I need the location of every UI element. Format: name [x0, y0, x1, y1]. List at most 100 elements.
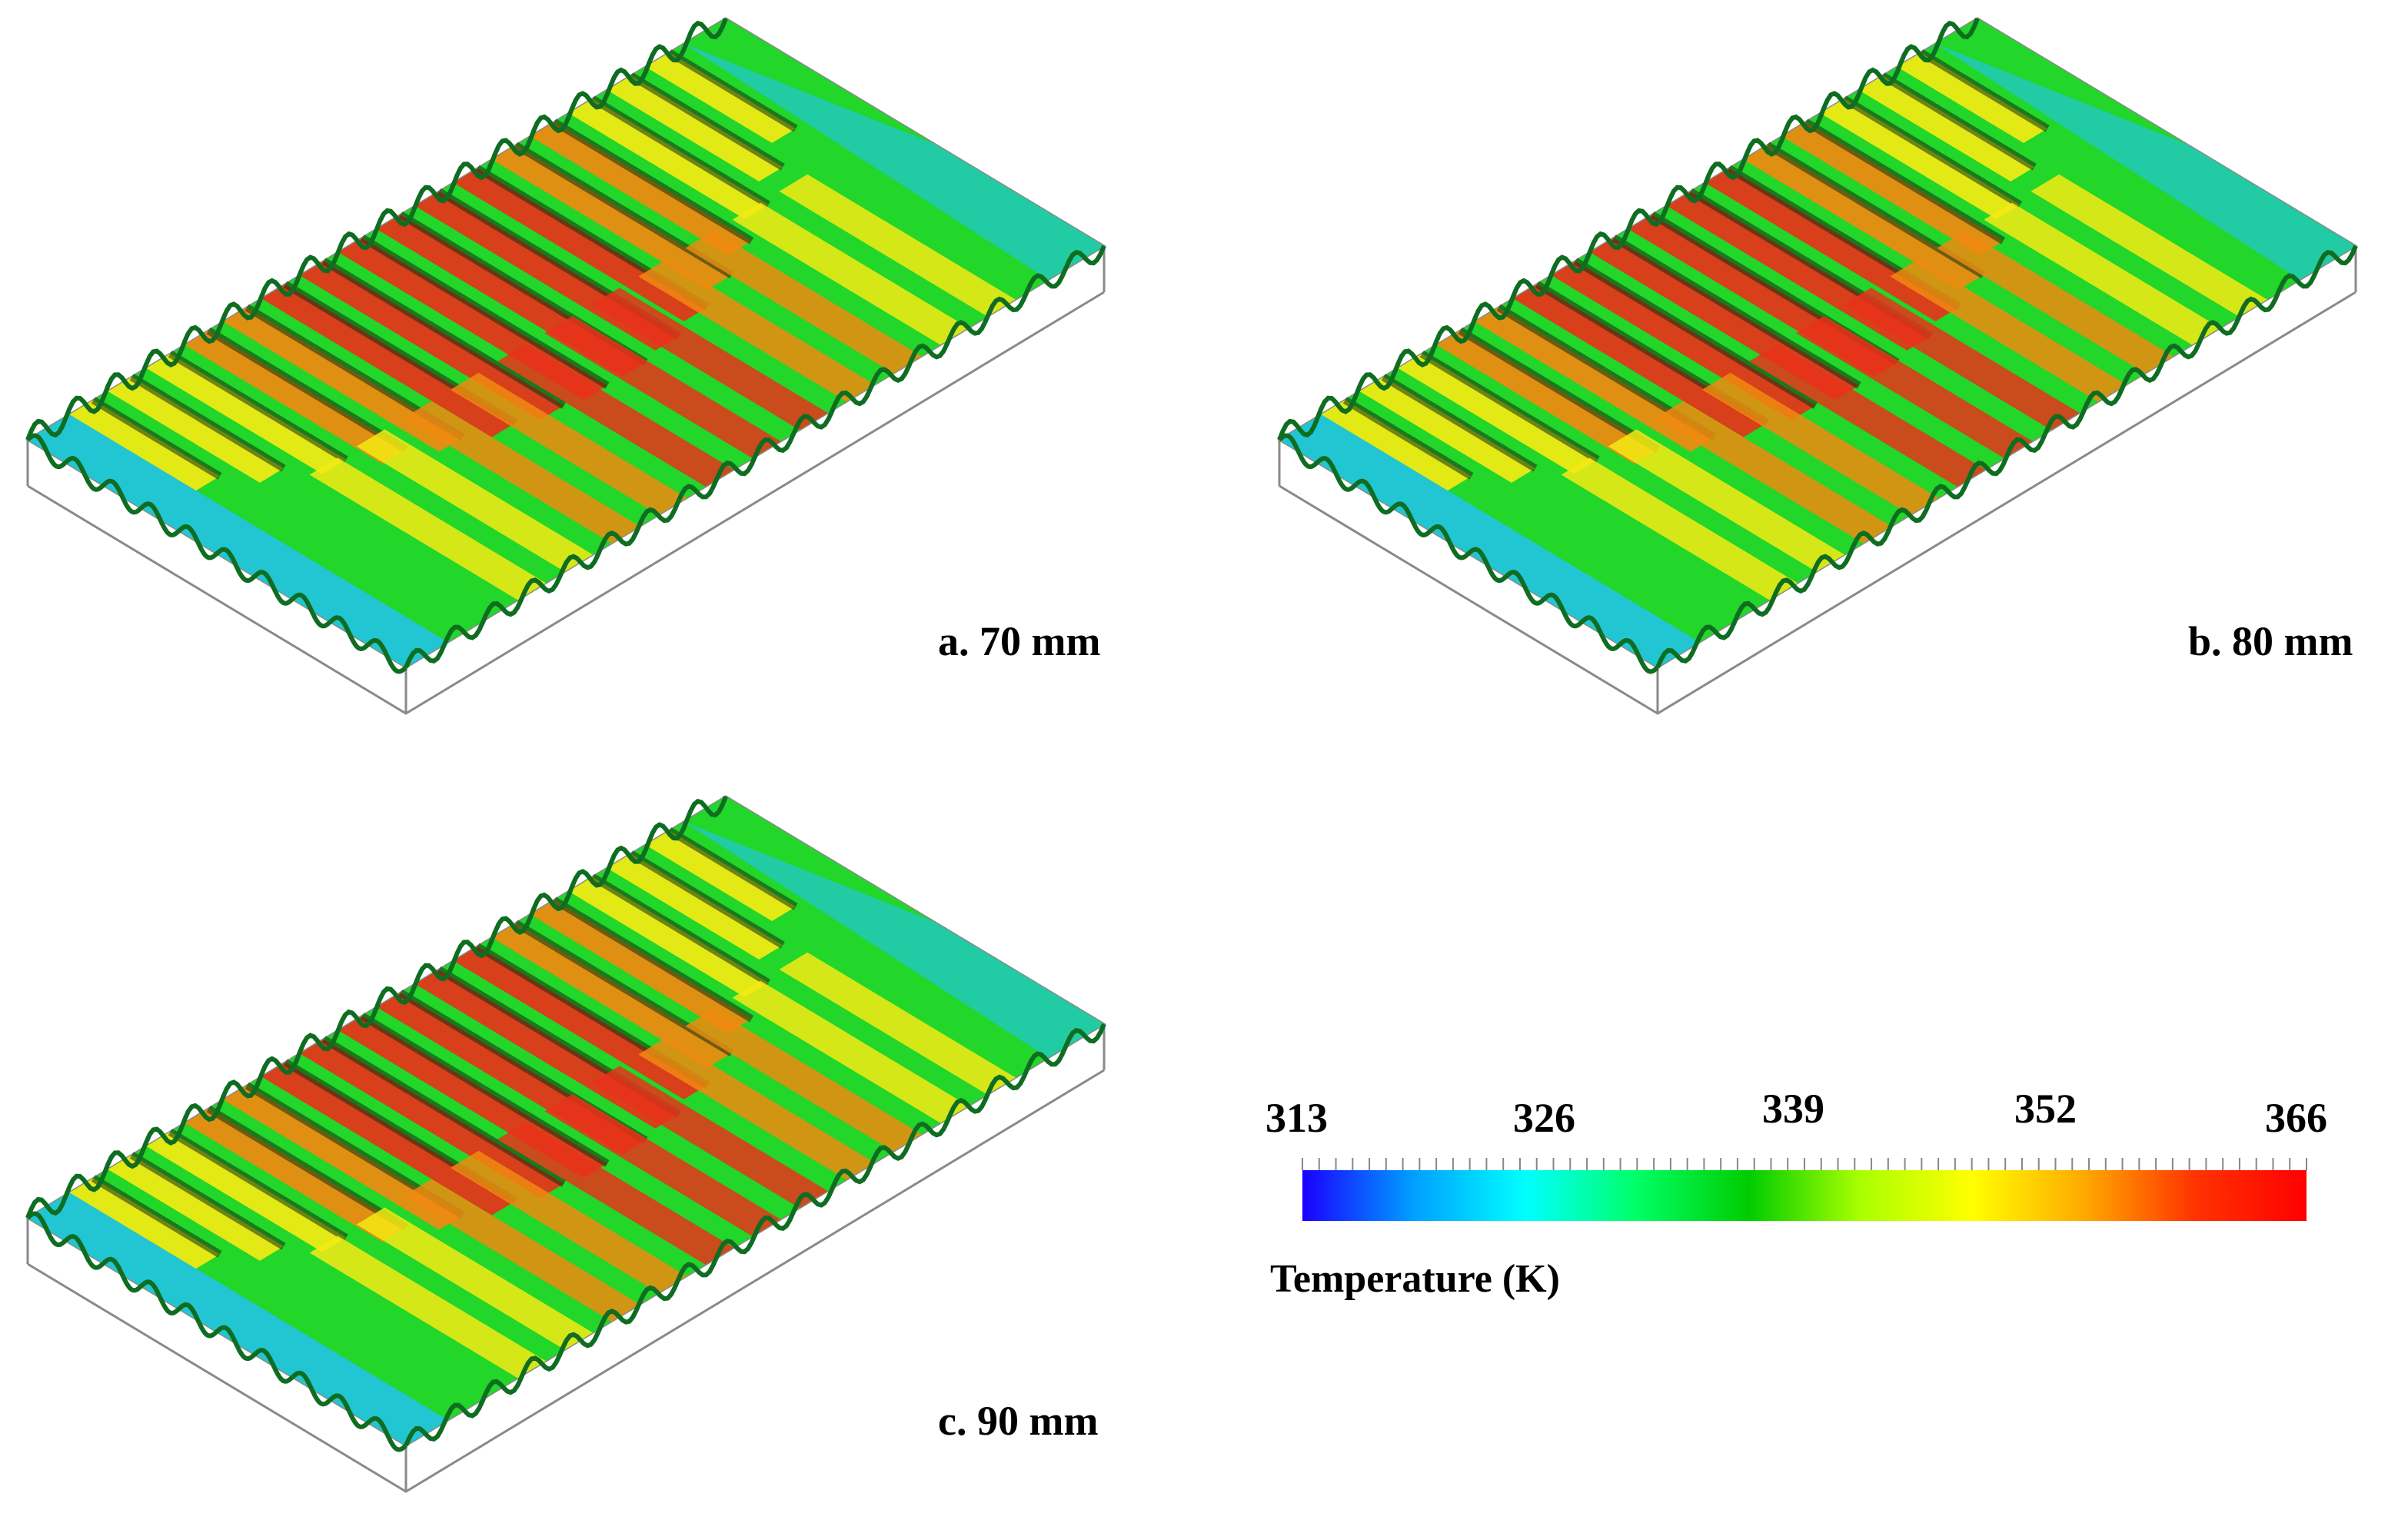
plate-hot-stripe [530, 900, 752, 1033]
plate-hot-stripe [530, 121, 752, 255]
panel-b-label: b. 80 mm [2188, 618, 2353, 664]
plate-diagonal-stripe [591, 288, 828, 431]
plate-diagonal-stripe [1608, 429, 1845, 572]
plate-hot-stripe [146, 1132, 347, 1252]
plate-groove [1573, 258, 1818, 409]
plate-diagonal-stripe [544, 316, 781, 458]
plate-diagonal-stripe [497, 1122, 734, 1265]
panel-b-plate [1277, 17, 2358, 715]
plate-diagonal-stripe [779, 952, 1016, 1095]
plate-hot-stripe [1552, 261, 1816, 421]
plate-cool-edge [28, 414, 448, 667]
plate-diagonal-stripe [1655, 401, 1892, 544]
plate-diagonal-stripe [1843, 288, 2080, 431]
colorbar-title: Temperature (K) [1270, 1257, 1560, 1301]
plate-diagonal-stripe [685, 1009, 922, 1152]
plate-groove [1804, 118, 2006, 244]
plate-groove [206, 327, 408, 453]
plate-hot-stripe [1705, 168, 1960, 321]
plate-groove [91, 397, 222, 480]
plate-hot-stripe [300, 1039, 564, 1199]
plate-groove [552, 896, 754, 1023]
plate-groove [1842, 95, 2023, 208]
plate-wavy-back-edge [25, 795, 728, 1219]
plate-groove [129, 374, 286, 472]
plate-groove [1381, 374, 1538, 472]
colorbar-minor-ticks [1302, 1158, 2307, 1170]
colorbar-tick-313: 313 [1266, 1095, 1328, 1141]
plate-hot-stripe [1743, 145, 1984, 290]
plate-wavy-right-edge [404, 1023, 1106, 1447]
plate-groove [168, 350, 348, 464]
plate-wavy-front-edge [26, 1211, 407, 1452]
plate-hot-stripe [1398, 354, 1598, 474]
plate-hot-stripe [108, 377, 284, 483]
colorbar-tick-352: 352 [2014, 1086, 2077, 1132]
plate-hot-stripe [645, 830, 797, 921]
plate-hot-stripe [69, 400, 220, 491]
plate-wavy-right-edge [404, 244, 1106, 669]
plate-cool-edge [28, 1192, 448, 1445]
plate-diagonal-stripe [685, 231, 922, 374]
plate-groove [129, 1152, 286, 1250]
plate-diagonal-stripe [638, 259, 875, 402]
plate-hot-stripe [185, 1109, 407, 1242]
plate-groove [590, 95, 771, 208]
plate-cool-edge [1279, 414, 1700, 667]
plate-diagonal-stripe [450, 1150, 687, 1293]
plate-hot-stripe [108, 1155, 284, 1261]
plate-hot-stripe [607, 853, 783, 960]
plate-groove [1881, 72, 2037, 171]
plate-groove [1611, 234, 1861, 389]
plate-groove [168, 1128, 348, 1242]
plate-groove [629, 850, 785, 949]
plate-hot-stripe [568, 98, 769, 219]
plate-cool-corner [683, 43, 1104, 280]
plate-groove [1342, 397, 1474, 480]
plate-hot-stripe [453, 946, 708, 1099]
plate-diagonal-stripe [1937, 231, 2174, 374]
plate-diagonal-stripe [356, 1207, 594, 1350]
plate-diagonal-stripe [591, 1066, 828, 1209]
colorbar-tick-366: 366 [2265, 1095, 2327, 1141]
plate-cool-corner [1935, 43, 2356, 280]
plate-diagonal-stripe [1890, 259, 2127, 402]
plate-hot-stripe [645, 52, 797, 143]
plate-groove [552, 118, 754, 244]
plate-groove [667, 827, 798, 910]
plate-cool-corner [683, 821, 1104, 1058]
plate-groove [1419, 350, 1600, 464]
panel-a-plate [25, 17, 1106, 715]
plate-diagonal-stripe [1984, 202, 2220, 345]
plate-diagonal-stripe [732, 980, 969, 1123]
plate-groove [206, 1105, 408, 1231]
plate-diagonal-stripe [1701, 372, 1939, 515]
plate-diagonal-stripe [732, 202, 969, 345]
plate-hot-stripe [185, 331, 407, 464]
plate-groove [1458, 327, 1660, 453]
plate-wavy-back-edge [1277, 17, 1980, 441]
plate-diagonal-stripe [544, 1094, 781, 1236]
plate-groove [321, 258, 567, 409]
plate-hot-stripe [1321, 400, 1472, 491]
plate-hot-stripe [568, 876, 769, 997]
plate-diagonal-stripe [1796, 316, 2033, 458]
plate-hot-stripe [223, 307, 463, 452]
plate-diagonal-stripe [1749, 344, 1986, 487]
plate-diagonal-stripe [450, 372, 687, 515]
plate-diagonal-stripe [309, 1236, 546, 1379]
plate-hot-stripe [453, 168, 708, 321]
plate-hot-stripe [491, 923, 732, 1068]
plate-hot-stripe [607, 75, 783, 182]
plate-groove [629, 72, 785, 171]
plate-diagonal-stripe [403, 401, 640, 544]
panel-c-plate [25, 795, 1106, 1493]
plate-diagonal-stripe [309, 457, 546, 600]
colorbar: 313 326 339 352 366 Temperature (K) [1266, 1086, 2327, 1301]
plate-diagonal-stripe [497, 344, 734, 487]
plate-hot-stripe [1820, 98, 2021, 219]
plate-hot-stripe [1436, 331, 1658, 464]
panel-a-label: a. 70 mm [938, 618, 1100, 664]
colorbar-tick-326: 326 [1513, 1095, 1575, 1141]
